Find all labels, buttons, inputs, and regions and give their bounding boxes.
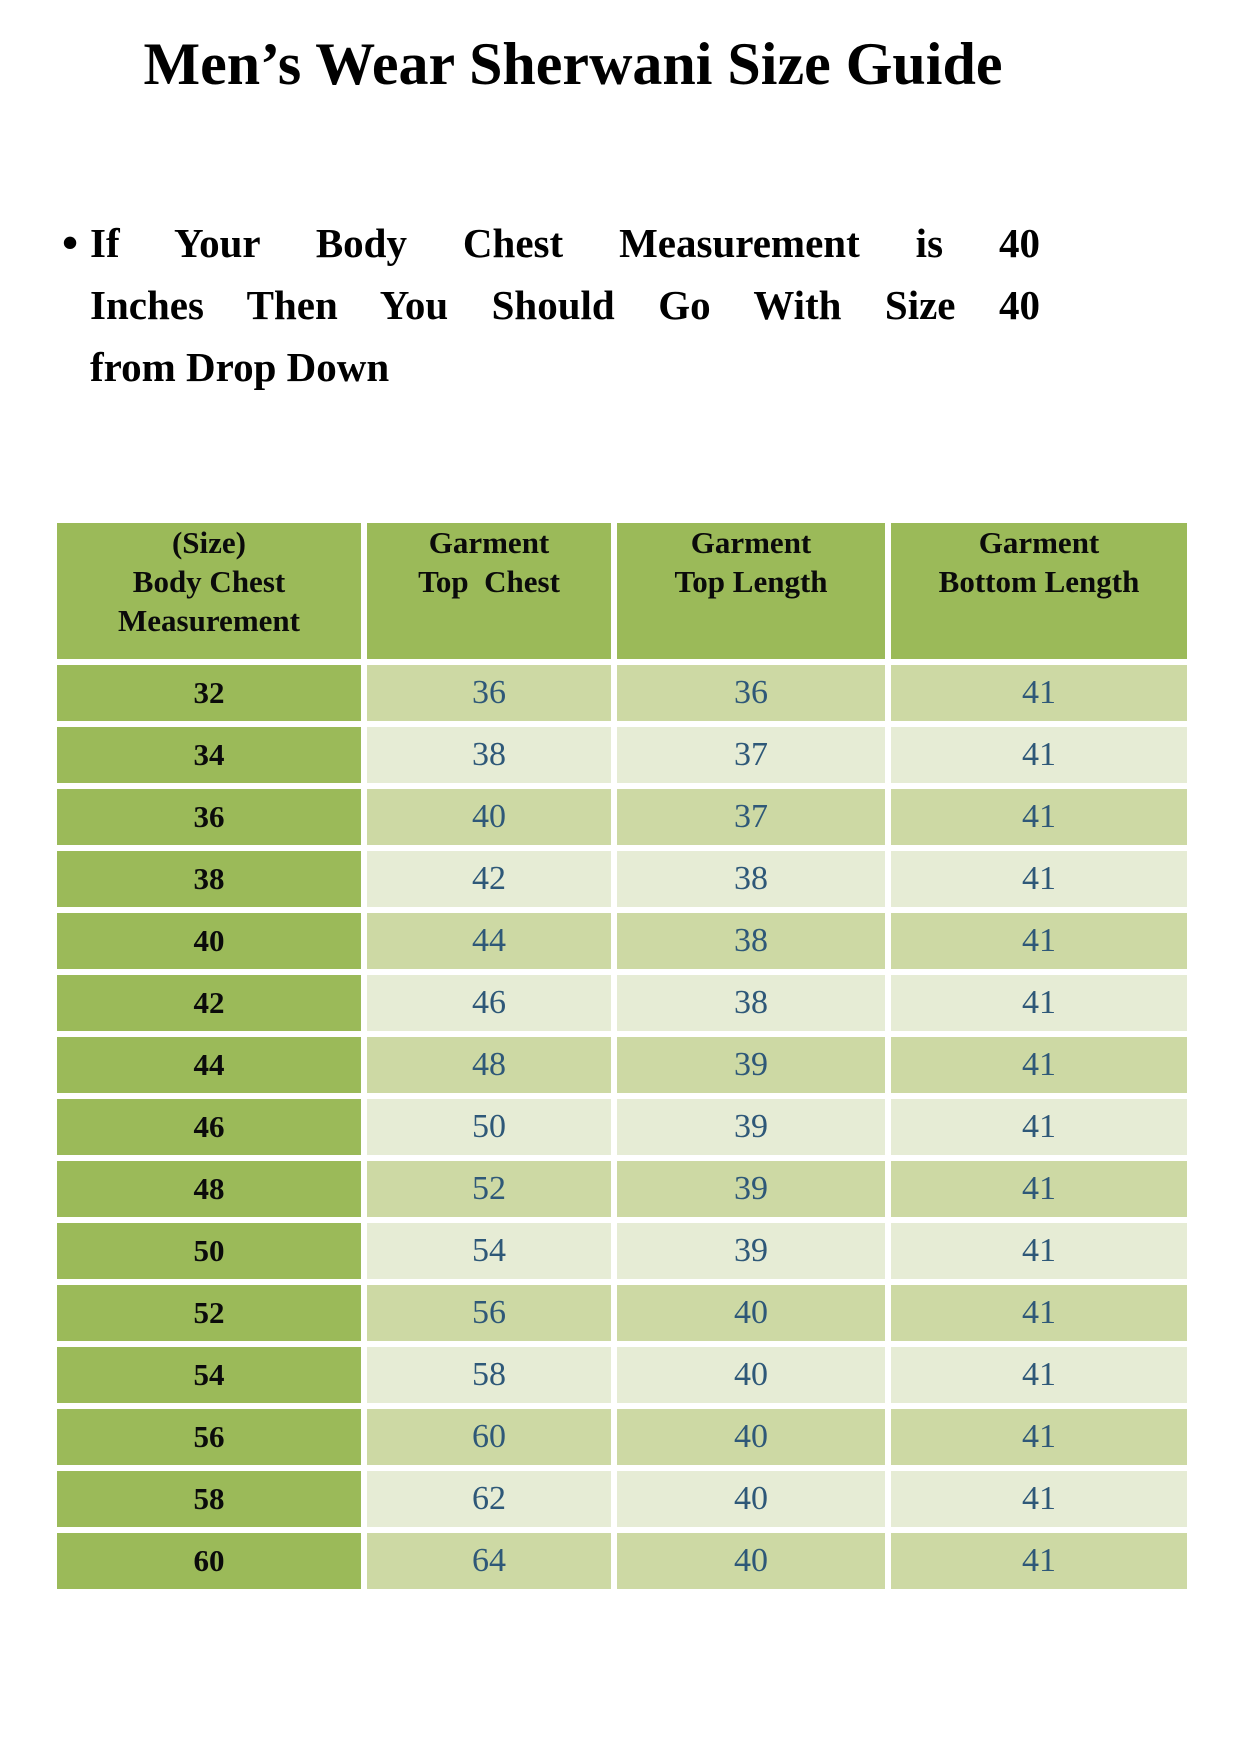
cell-bottom-length: 41	[891, 727, 1187, 783]
table-row: 38 42 38 41	[57, 851, 1187, 907]
table-row: 44 48 39 41	[57, 1037, 1187, 1093]
cell-size: 50	[57, 1223, 361, 1279]
cell-bottom-length: 41	[891, 1223, 1187, 1279]
cell-size: 56	[57, 1409, 361, 1465]
cell-top-length: 40	[617, 1471, 885, 1527]
table-row: 42 46 38 41	[57, 975, 1187, 1031]
cell-top-length: 39	[617, 1223, 885, 1279]
cell-top-length: 38	[617, 913, 885, 969]
cell-bottom-length: 41	[891, 789, 1187, 845]
cell-top-chest: 54	[367, 1223, 611, 1279]
header-line: Bottom Length	[938, 564, 1140, 599]
header-garment-top-length: Garment Top Length	[617, 523, 885, 659]
instruction-line-3: from Drop Down	[90, 344, 390, 390]
header-line: Body Chest	[132, 564, 286, 599]
cell-bottom-length: 41	[891, 1533, 1187, 1589]
cell-size: 38	[57, 851, 361, 907]
cell-top-chest: 46	[367, 975, 611, 1031]
header-line: Top Length	[674, 564, 828, 599]
cell-bottom-length: 41	[891, 1037, 1187, 1093]
header-garment-top-chest: Garment Top Chest	[367, 523, 611, 659]
cell-top-chest: 42	[367, 851, 611, 907]
header-line: Garment	[978, 525, 1100, 560]
cell-top-chest: 56	[367, 1285, 611, 1341]
page-title: Men’s Wear Sherwani Size Guide	[143, 31, 1003, 97]
cell-top-length: 39	[617, 1161, 885, 1217]
instruction-line-1: If Your Body Chest Measurement is 40	[90, 220, 1040, 266]
table-row: 54 58 40 41	[57, 1347, 1187, 1403]
cell-bottom-length: 41	[891, 1099, 1187, 1155]
table-row: 46 50 39 41	[57, 1099, 1187, 1155]
cell-top-length: 39	[617, 1037, 885, 1093]
table-header-row: (Size) Body Chest Measurement Garment To…	[57, 523, 1187, 659]
cell-top-chest: 58	[367, 1347, 611, 1403]
cell-size: 40	[57, 913, 361, 969]
size-guide-table: (Size) Body Chest Measurement Garment To…	[51, 517, 1193, 1595]
cell-size: 46	[57, 1099, 361, 1155]
cell-bottom-length: 41	[891, 975, 1187, 1031]
cell-top-chest: 60	[367, 1409, 611, 1465]
bullet-icon: •	[62, 217, 79, 268]
table-row: 56 60 40 41	[57, 1409, 1187, 1465]
table-row: 60 64 40 41	[57, 1533, 1187, 1589]
table-row: 50 54 39 41	[57, 1223, 1187, 1279]
cell-top-chest: 44	[367, 913, 611, 969]
cell-bottom-length: 41	[891, 913, 1187, 969]
cell-top-length: 40	[617, 1347, 885, 1403]
cell-bottom-length: 41	[891, 1471, 1187, 1527]
cell-top-length: 40	[617, 1285, 885, 1341]
header-line: Measurement	[118, 603, 300, 638]
header-line: Garment	[428, 525, 550, 560]
cell-size: 42	[57, 975, 361, 1031]
header-line: Top Chest	[418, 564, 560, 599]
instruction-bullet: • If Your Body Chest Measurement is 40 I…	[62, 212, 1052, 398]
cell-top-length: 38	[617, 975, 885, 1031]
cell-size: 34	[57, 727, 361, 783]
cell-top-chest: 50	[367, 1099, 611, 1155]
header-line: (Size)	[171, 525, 247, 560]
cell-top-chest: 36	[367, 665, 611, 721]
cell-top-chest: 64	[367, 1533, 611, 1589]
cell-top-length: 39	[617, 1099, 885, 1155]
cell-bottom-length: 41	[891, 665, 1187, 721]
cell-size: 60	[57, 1533, 361, 1589]
cell-top-chest: 52	[367, 1161, 611, 1217]
header-garment-bottom-length: Garment Bottom Length	[891, 523, 1187, 659]
table-row: 32 36 36 41	[57, 665, 1187, 721]
cell-size: 48	[57, 1161, 361, 1217]
cell-size: 58	[57, 1471, 361, 1527]
table-row: 48 52 39 41	[57, 1161, 1187, 1217]
cell-size: 32	[57, 665, 361, 721]
cell-top-chest: 38	[367, 727, 611, 783]
table-row: 58 62 40 41	[57, 1471, 1187, 1527]
header-body-chest-measurement: (Size) Body Chest Measurement	[57, 523, 361, 659]
cell-top-length: 37	[617, 727, 885, 783]
cell-top-chest: 40	[367, 789, 611, 845]
cell-bottom-length: 41	[891, 1347, 1187, 1403]
header-line: Garment	[690, 525, 812, 560]
cell-bottom-length: 41	[891, 1285, 1187, 1341]
cell-top-length: 38	[617, 851, 885, 907]
cell-top-length: 36	[617, 665, 885, 721]
cell-top-length: 40	[617, 1409, 885, 1465]
cell-size: 52	[57, 1285, 361, 1341]
table-row: 36 40 37 41	[57, 789, 1187, 845]
cell-top-length: 40	[617, 1533, 885, 1589]
cell-top-length: 37	[617, 789, 885, 845]
instruction-line-2: Inches Then You Should Go With Size 40	[90, 282, 1040, 328]
cell-top-chest: 62	[367, 1471, 611, 1527]
instruction-text: If Your Body Chest Measurement is 40 Inc…	[90, 212, 1040, 398]
cell-size: 36	[57, 789, 361, 845]
cell-size: 44	[57, 1037, 361, 1093]
table-row: 52 56 40 41	[57, 1285, 1187, 1341]
cell-top-chest: 48	[367, 1037, 611, 1093]
table-row: 40 44 38 41	[57, 913, 1187, 969]
cell-bottom-length: 41	[891, 851, 1187, 907]
cell-bottom-length: 41	[891, 1161, 1187, 1217]
cell-bottom-length: 41	[891, 1409, 1187, 1465]
cell-size: 54	[57, 1347, 361, 1403]
table-row: 34 38 37 41	[57, 727, 1187, 783]
